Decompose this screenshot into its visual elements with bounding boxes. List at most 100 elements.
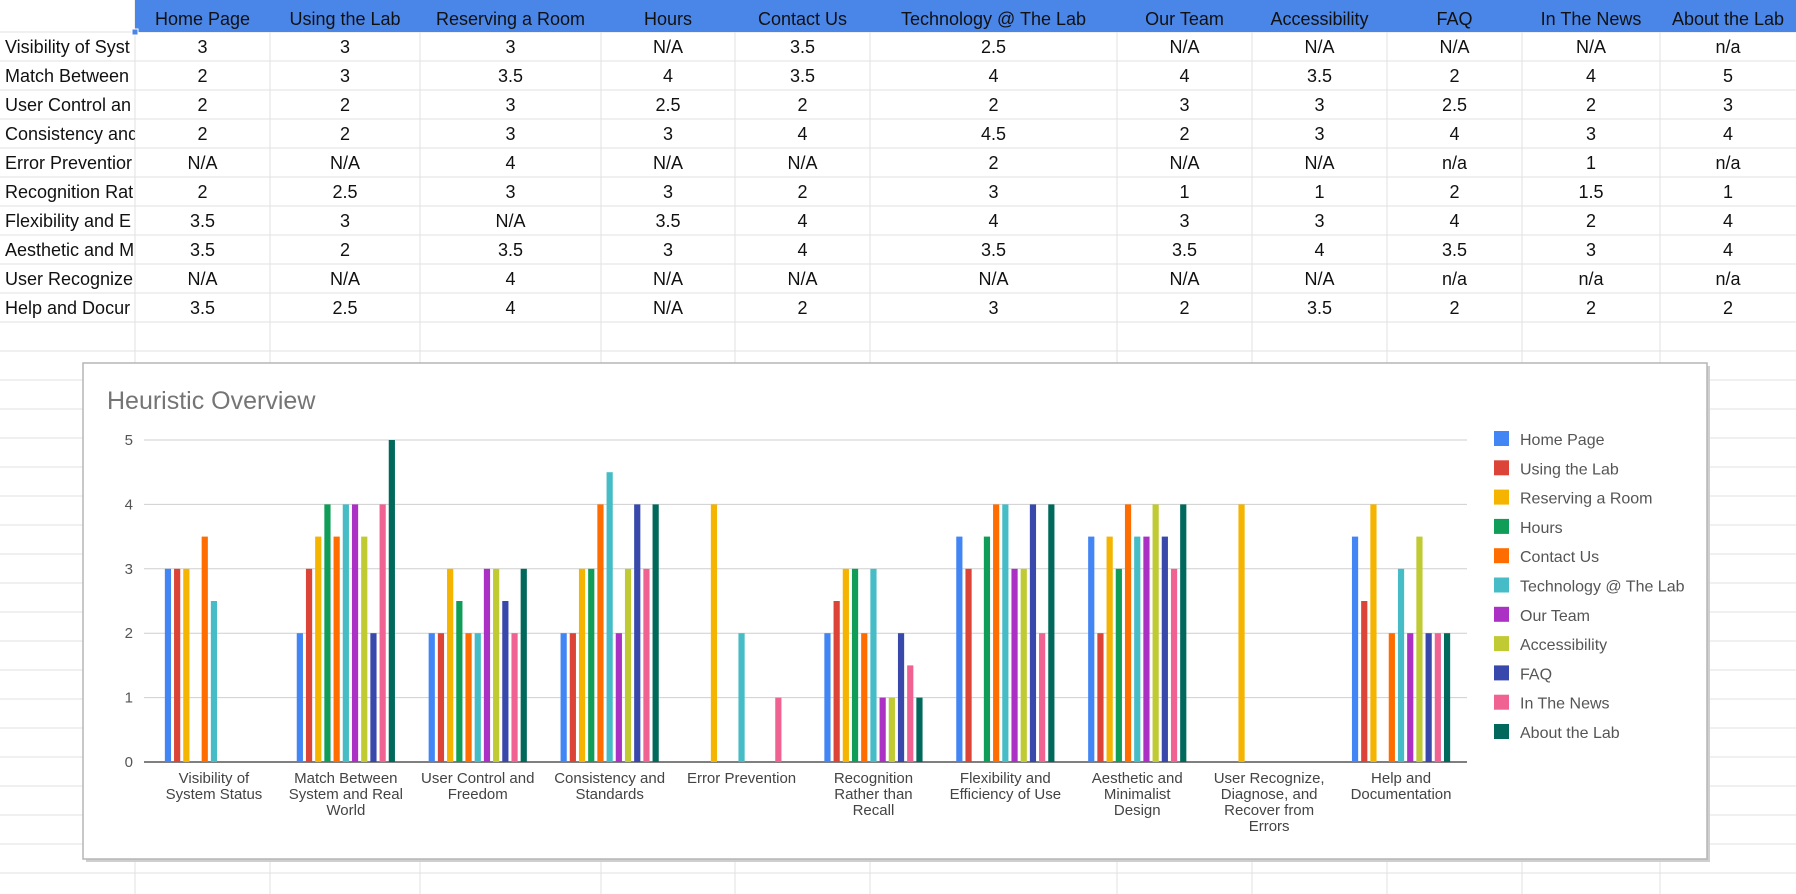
data-cell[interactable]: 2 [1586,95,1596,115]
data-cell[interactable]: N/A [330,269,360,289]
data-cell[interactable]: 2 [988,153,998,173]
bar[interactable] [1124,504,1132,762]
data-cell[interactable]: 2 [1449,298,1459,318]
bar[interactable] [888,697,895,762]
data-cell[interactable]: 3 [1586,240,1596,260]
bar[interactable] [916,697,923,762]
bar[interactable] [520,568,527,762]
header-cell[interactable]: Hours [644,9,692,29]
bar[interactable] [493,568,500,762]
header-cell[interactable]: Technology @ The Lab [901,9,1086,29]
legend-label[interactable]: Our Team [1520,608,1590,625]
data-cell[interactable]: 3 [1179,211,1189,231]
data-cell[interactable]: 4 [1723,124,1733,144]
data-cell[interactable]: 4 [505,269,515,289]
bar[interactable] [710,504,718,762]
bar[interactable] [624,568,632,762]
data-cell[interactable]: 2 [1179,124,1189,144]
data-cell[interactable]: 2 [340,240,350,260]
data-cell[interactable]: N/A [653,269,683,289]
bar[interactable] [1443,633,1451,762]
bar[interactable] [1434,633,1441,762]
bar[interactable] [1020,568,1027,762]
data-cell[interactable]: N/A [653,298,683,318]
data-cell[interactable]: 2.5 [981,37,1006,57]
bar[interactable] [597,504,604,762]
data-cell[interactable]: 3 [1179,95,1189,115]
bar[interactable] [447,568,454,762]
bar[interactable] [361,536,368,762]
bar[interactable] [388,440,395,762]
data-cell[interactable]: 5 [1723,66,1733,86]
data-cell[interactable]: 2 [197,182,207,202]
data-cell[interactable]: 3 [340,211,350,231]
bar[interactable] [437,633,445,762]
data-cell[interactable]: 2.5 [655,95,680,115]
bar[interactable] [1370,504,1377,762]
data-cell[interactable]: 3 [1314,95,1324,115]
bar[interactable] [897,633,905,762]
data-cell[interactable]: 3 [340,66,350,86]
data-cell[interactable]: 2 [340,124,350,144]
data-cell[interactable]: 4 [797,211,807,231]
bar[interactable] [428,633,435,762]
data-cell[interactable]: n/a [1442,153,1468,173]
bar[interactable] [465,633,472,762]
legend-label[interactable]: Hours [1520,520,1563,537]
bar[interactable] [351,504,359,762]
row-label-cell[interactable]: Help and Docur [5,298,130,318]
data-cell[interactable]: N/A [978,269,1008,289]
data-cell[interactable]: 2 [1586,211,1596,231]
bar[interactable] [342,504,349,762]
data-cell[interactable]: 2.5 [332,298,357,318]
data-cell[interactable]: 3.5 [1172,240,1197,260]
data-cell[interactable]: 3.5 [1442,240,1467,260]
bar[interactable] [842,568,849,762]
bar[interactable] [879,697,886,762]
data-cell[interactable]: 1 [1723,182,1733,202]
data-cell[interactable]: N/A [1439,37,1469,57]
data-cell[interactable]: 4 [1723,211,1733,231]
data-cell[interactable]: 3.5 [190,211,215,231]
bar[interactable] [210,601,218,762]
selection-handle[interactable] [131,28,139,36]
bar[interactable] [1425,633,1432,762]
bar[interactable] [1180,504,1187,762]
data-cell[interactable]: 2 [197,124,207,144]
header-cell[interactable]: Using the Lab [289,9,400,29]
header-cell[interactable]: In The News [1541,9,1642,29]
bar[interactable] [615,633,622,762]
bar[interactable] [1397,568,1405,762]
header-cell[interactable]: Home Page [155,9,250,29]
bar[interactable] [1170,568,1178,762]
bar[interactable] [606,472,613,762]
row-label-cell[interactable]: User Control an [5,95,131,115]
bar[interactable] [370,633,377,762]
bar[interactable] [1115,568,1122,762]
data-cell[interactable]: 4 [1314,240,1324,260]
data-cell[interactable]: 3 [505,124,515,144]
data-cell[interactable]: 4 [1179,66,1189,86]
data-cell[interactable]: 4 [1723,240,1733,260]
bar[interactable] [833,601,840,762]
data-cell[interactable]: 4 [797,240,807,260]
data-cell[interactable]: 3 [505,182,515,202]
data-cell[interactable]: n/a [1715,153,1741,173]
data-cell[interactable]: N/A [1304,37,1334,57]
header-cell[interactable]: Contact Us [758,9,847,29]
bar[interactable] [851,568,859,762]
data-cell[interactable]: 4 [797,124,807,144]
row-label-cell[interactable]: Visibility of Syst [5,37,130,57]
data-cell[interactable]: 1 [1179,182,1189,202]
data-cell[interactable]: 2 [988,95,998,115]
header-cell[interactable]: Reserving a Room [436,9,585,29]
row-label-cell[interactable]: Consistency and [5,124,138,144]
data-cell[interactable]: 2 [340,95,350,115]
bar[interactable] [1361,601,1368,762]
data-cell[interactable]: 1.5 [1578,182,1603,202]
data-cell[interactable]: 3.5 [655,211,680,231]
bar[interactable] [1097,633,1104,762]
data-cell[interactable]: 3.5 [190,298,215,318]
bar[interactable] [907,665,914,762]
bar[interactable] [578,568,586,762]
